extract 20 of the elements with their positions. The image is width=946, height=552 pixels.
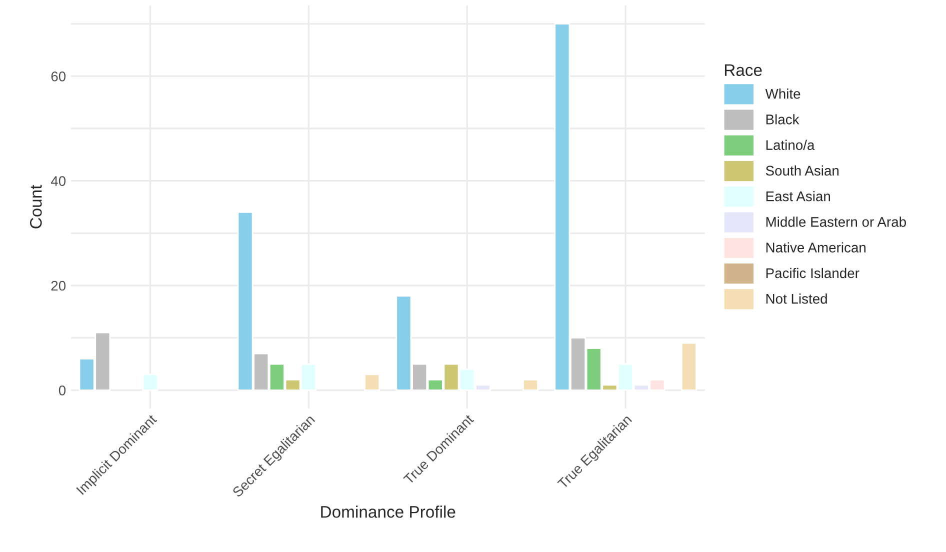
legend-label: White [765, 88, 800, 99]
legend-title: Race [724, 64, 762, 76]
legend-label: South Asian [766, 165, 839, 176]
bar [364, 374, 380, 391]
legend-label: Not Listed [766, 294, 827, 304]
y-tick-label: 40 [50, 176, 66, 186]
legend-label: Black [766, 114, 800, 124]
y-tick-label: 0 [58, 386, 66, 396]
bar [680, 342, 697, 391]
bar [142, 374, 158, 391]
legend-label: Latino/a [766, 140, 815, 150]
y-tick-label: 20 [51, 280, 66, 291]
x-axis-title: Dominance Profile [321, 506, 456, 518]
bar [522, 379, 538, 391]
legend-label: Middle Eastern or Arab [766, 216, 906, 227]
legend-label: Native American [766, 242, 866, 252]
y-tick-label: 60 [51, 72, 66, 82]
y-axis-title: Count [30, 184, 42, 228]
legend-label: East Asian [766, 191, 830, 202]
legend-label: Pacific Islander [766, 268, 860, 278]
